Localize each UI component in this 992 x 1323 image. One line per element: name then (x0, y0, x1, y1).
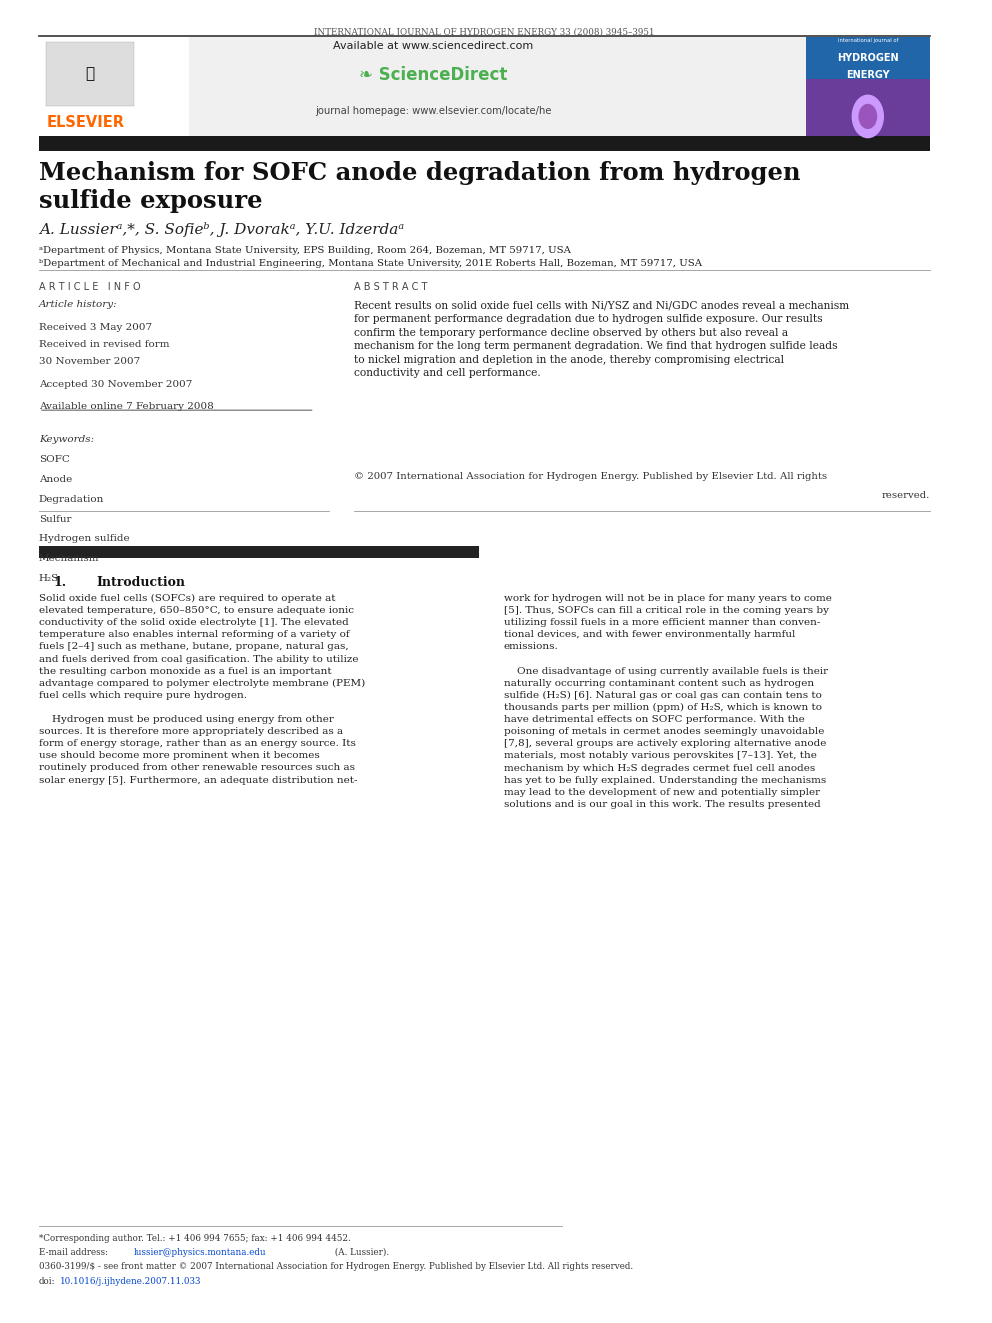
Text: Recent results on solid oxide fuel cells with Ni/YSZ and Ni/GDC anodes reveal a : Recent results on solid oxide fuel cells… (353, 300, 848, 378)
Text: 1.: 1. (54, 576, 66, 589)
Text: Received 3 May 2007: Received 3 May 2007 (39, 323, 152, 332)
Text: 30 November 2007: 30 November 2007 (39, 357, 140, 366)
Text: (A. Lussier).: (A. Lussier). (332, 1248, 389, 1257)
Text: international journal of: international journal of (837, 38, 898, 44)
Text: A R T I C L E   I N F O: A R T I C L E I N F O (39, 282, 140, 292)
Text: Solid oxide fuel cells (SOFCs) are required to operate at
elevated temperature, : Solid oxide fuel cells (SOFCs) are requi… (39, 594, 365, 785)
Text: 🌳: 🌳 (85, 66, 94, 82)
Text: H₂S: H₂S (39, 574, 59, 583)
Text: Hydrogen sulfide: Hydrogen sulfide (39, 534, 129, 544)
Text: ᵃDepartment of Physics, Montana State University, EPS Building, Room 264, Bozema: ᵃDepartment of Physics, Montana State Un… (39, 246, 570, 255)
Text: INTERNATIONAL JOURNAL OF HYDROGEN ENERGY 33 (2008) 3945–3951: INTERNATIONAL JOURNAL OF HYDROGEN ENERGY… (314, 28, 655, 37)
Text: ELSEVIER: ELSEVIER (47, 115, 124, 130)
Bar (39, 546, 479, 558)
Text: Accepted 30 November 2007: Accepted 30 November 2007 (39, 380, 192, 389)
Bar (806, 37, 930, 139)
Text: doi:: doi: (39, 1277, 56, 1286)
Text: 0360-3199/$ - see front matter © 2007 International Association for Hydrogen Ene: 0360-3199/$ - see front matter © 2007 In… (39, 1262, 633, 1271)
Text: work for hydrogen will not be in place for many years to come
[5]. Thus, SOFCs c: work for hydrogen will not be in place f… (504, 594, 831, 808)
Text: Anode: Anode (39, 475, 72, 484)
Bar (47, 42, 134, 106)
Text: Available online 7 February 2008: Available online 7 February 2008 (39, 402, 213, 411)
Bar (39, 37, 188, 139)
Circle shape (859, 105, 877, 128)
Circle shape (852, 95, 883, 138)
Text: sulfide exposure: sulfide exposure (39, 189, 262, 213)
Text: journal homepage: www.elsevier.com/locate/he: journal homepage: www.elsevier.com/locat… (314, 106, 552, 116)
Text: © 2007 International Association for Hydrogen Energy. Published by Elsevier Ltd.: © 2007 International Association for Hyd… (353, 472, 826, 482)
Text: Keywords:: Keywords: (39, 435, 94, 445)
Text: Article history:: Article history: (39, 300, 117, 310)
Bar (39, 37, 806, 139)
Text: 10.1016/j.ijhydene.2007.11.033: 10.1016/j.ijhydene.2007.11.033 (61, 1277, 201, 1286)
Text: Degradation: Degradation (39, 495, 104, 504)
Text: A B S T R A C T: A B S T R A C T (353, 282, 427, 292)
Text: ❧ ScienceDirect: ❧ ScienceDirect (359, 66, 507, 85)
Text: lussier@physics.montana.edu: lussier@physics.montana.edu (134, 1248, 266, 1257)
Bar (39, 136, 930, 151)
Text: Sulfur: Sulfur (39, 515, 71, 524)
Text: Received in revised form: Received in revised form (39, 340, 170, 349)
Text: A. Lussierᵃ,*, S. Sofieᵇ, J. Dvorakᵃ, Y.U. Idzerdaᵃ: A. Lussierᵃ,*, S. Sofieᵇ, J. Dvorakᵃ, Y.… (39, 222, 404, 237)
Text: E-mail address:: E-mail address: (39, 1248, 111, 1257)
Text: SOFC: SOFC (39, 455, 69, 464)
Text: Introduction: Introduction (97, 576, 186, 589)
Bar (806, 37, 930, 79)
Text: Mechanism for SOFC anode degradation from hydrogen: Mechanism for SOFC anode degradation fro… (39, 161, 801, 185)
Text: reserved.: reserved. (882, 491, 930, 500)
Text: Mechanism: Mechanism (39, 554, 99, 564)
Text: Available at www.sciencedirect.com: Available at www.sciencedirect.com (332, 41, 533, 52)
Text: ᵇDepartment of Mechanical and Industrial Engineering, Montana State University, : ᵇDepartment of Mechanical and Industrial… (39, 259, 702, 269)
Text: HYDROGEN: HYDROGEN (837, 53, 899, 64)
Text: ENERGY: ENERGY (846, 70, 890, 81)
Text: *Corresponding author. Tel.: +1 406 994 7655; fax: +1 406 994 4452.: *Corresponding author. Tel.: +1 406 994 … (39, 1234, 350, 1244)
